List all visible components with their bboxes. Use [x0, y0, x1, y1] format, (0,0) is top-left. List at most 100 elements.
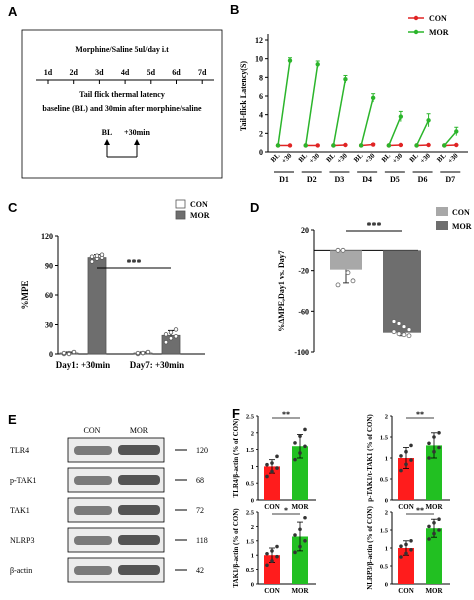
- protocol-bracket: [106, 141, 138, 158]
- series-line-segment: [277, 60, 291, 146]
- scatter-point: [427, 524, 431, 529]
- scatter-point: [427, 456, 431, 460]
- y-tick-label: -60: [298, 307, 309, 316]
- bar: [87, 257, 107, 355]
- significance-mark: **: [416, 410, 424, 419]
- timeline-days: 1d 2d 3d 4d 5d 6d 7d: [44, 68, 207, 84]
- scatter-point: [168, 336, 174, 341]
- blot-band-con: [74, 476, 112, 485]
- scatter-point: [303, 539, 307, 543]
- legend-marker: [413, 29, 419, 35]
- scatter-point: [293, 533, 297, 537]
- scatter-point: [298, 527, 302, 532]
- scatter-point: [168, 330, 174, 335]
- y-tick-label: 2: [385, 510, 388, 517]
- scatter-point: [265, 474, 269, 479]
- scatter-point: [275, 544, 279, 549]
- y-tick-label: 30: [45, 321, 53, 330]
- scatter-point: [89, 254, 95, 259]
- scatter-point: [145, 349, 151, 355]
- panel-d-chart: 20 -20 -60 -100 %ΔMPE,Day1 vs. Day7 *** CON MOR: [277, 207, 472, 357]
- data-point: [303, 143, 308, 148]
- y-tick-label: 2.5: [246, 414, 255, 421]
- legend-swatch: [175, 199, 186, 209]
- x-tick-label: +30: [308, 151, 322, 165]
- data-point: [398, 114, 404, 119]
- y-tick-label: 0.5: [380, 564, 389, 571]
- scatter-point: [140, 350, 146, 356]
- x-tick-label: BL: [297, 152, 309, 164]
- scatter-point: [335, 282, 341, 288]
- panel-f-charts: 0 0.5 1 1.5 2 2.5 TLR4/β-actin (% of CON) CON MO…: [232, 410, 450, 595]
- t30-label: +30min: [124, 128, 150, 137]
- y-tick-label: 0: [385, 582, 388, 589]
- scatter-point: [404, 551, 408, 556]
- x-tick-label: +30: [391, 151, 405, 165]
- scatter-point: [265, 462, 269, 467]
- y-tick-label: 6: [259, 92, 263, 101]
- scatter-point: [391, 319, 397, 324]
- blot-band-mor: [118, 535, 160, 545]
- y-tick-label: 12: [255, 36, 263, 45]
- scatter-point: [391, 329, 397, 335]
- legend-label: CON: [429, 14, 447, 23]
- scatter-point: [396, 331, 402, 337]
- day-label: 1d: [44, 68, 53, 77]
- day-label: 6d: [172, 68, 181, 77]
- day-label: D2: [307, 175, 317, 184]
- day-label: D7: [445, 175, 455, 184]
- y-tick-label: 0: [49, 350, 53, 359]
- bar: [264, 466, 280, 500]
- scatter-point: [163, 340, 169, 345]
- data-point: [426, 142, 431, 148]
- x-tick-label: CON: [264, 587, 280, 595]
- bar: [383, 250, 421, 333]
- scatter-point: [298, 434, 302, 438]
- scatter-point: [409, 548, 413, 552]
- x-tick-label: MOR: [425, 503, 443, 511]
- series-line-segment: [415, 119, 430, 146]
- x-tick-label: BL: [435, 152, 447, 164]
- series-line-segment: [443, 130, 457, 146]
- scatter-point: [293, 457, 297, 462]
- scatter-point: [89, 259, 95, 264]
- y-axis-label: p-TAK1/t-TAK1 (% of CON): [366, 414, 374, 502]
- kda-label: 118: [196, 536, 208, 545]
- day-label: D4: [362, 175, 372, 184]
- blot-band-con: [74, 446, 112, 455]
- data-point: [454, 142, 459, 148]
- blot-band-con: [74, 536, 112, 545]
- scatter-point: [61, 350, 67, 356]
- scatter-point: [99, 252, 105, 257]
- blot-band-mor: [118, 445, 160, 455]
- y-tick-label: 120: [41, 232, 53, 241]
- scatter-point: [399, 468, 403, 473]
- data-point: [287, 143, 293, 148]
- scatter-point: [303, 427, 307, 432]
- panel-a-protocol: Morphine/Saline 5ul/day i.t 1d 2d 3d 4d 5d 6d…: [21, 29, 223, 179]
- legend-label: MOR: [429, 28, 449, 37]
- data-point: [386, 143, 392, 148]
- scatter-point: [265, 563, 269, 568]
- scatter-point: [298, 544, 302, 549]
- x-tick-label: BL: [408, 152, 420, 164]
- x-tick-label: MOR: [291, 587, 309, 595]
- day-label: 3d: [95, 68, 104, 77]
- scatter-point: [173, 334, 179, 339]
- y-tick-label: 1: [385, 456, 388, 463]
- data-point: [331, 143, 336, 148]
- scatter-point: [173, 327, 179, 332]
- lane-label: CON: [84, 426, 101, 435]
- y-tick-label: 1.5: [246, 447, 255, 454]
- scatter-point: [163, 332, 169, 337]
- y-tick-label: 1: [251, 553, 254, 560]
- legend-label: CON: [190, 200, 208, 209]
- data-point: [370, 95, 376, 101]
- blot-band-mor: [118, 565, 160, 575]
- series-line-segment: [360, 97, 374, 146]
- y-axis-label: TAK1/β-actin (% of CON): [232, 508, 240, 588]
- y-tick-label: 2: [251, 430, 254, 437]
- scatter-point: [437, 431, 441, 435]
